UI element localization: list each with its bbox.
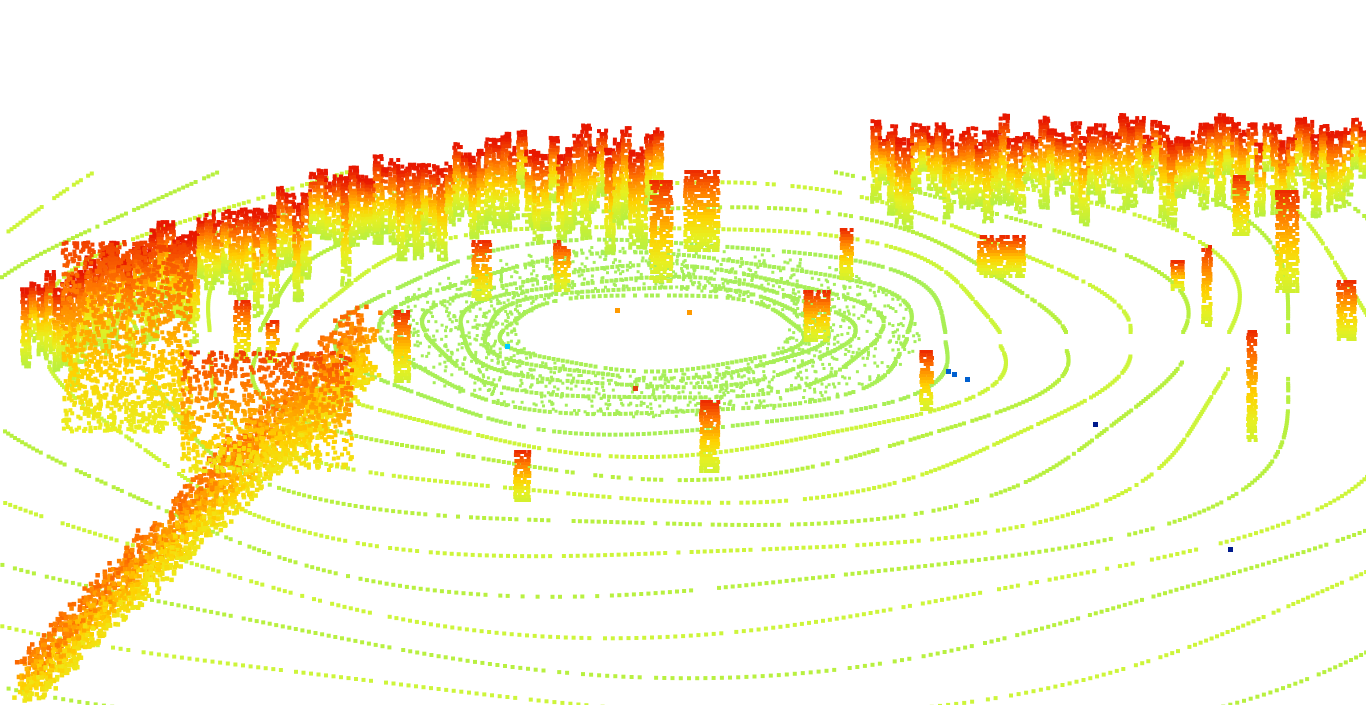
point-cloud-viewport[interactable] [0,0,1366,705]
point-cloud-scene [0,112,1366,705]
